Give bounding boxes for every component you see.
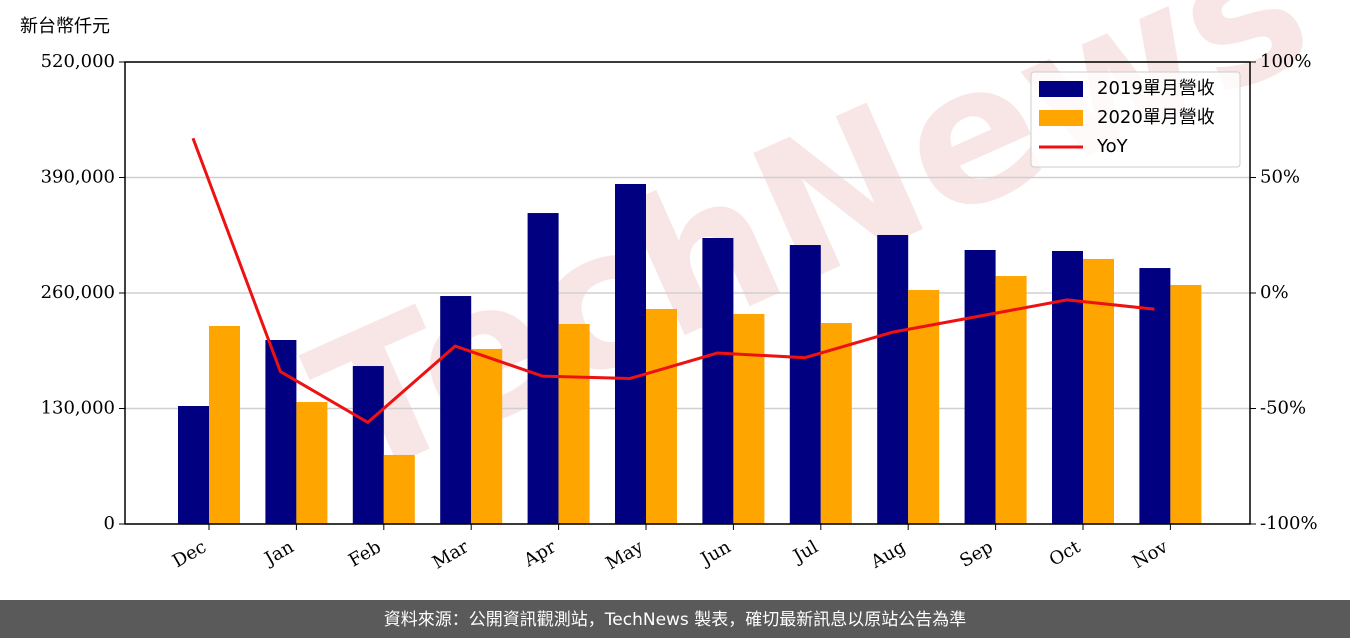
- footer-bar: [0, 600, 1350, 638]
- x-tick-label: Sep: [956, 536, 996, 571]
- y2-tick-label: 0%: [1260, 282, 1289, 303]
- bar: [789, 245, 821, 524]
- legend-box: [1030, 71, 1241, 168]
- legend-swatch: [1039, 110, 1083, 126]
- bar: [820, 323, 852, 524]
- x-tick-label: Dec: [169, 536, 210, 572]
- x-tick-label: Jul: [788, 536, 822, 568]
- bar: [383, 454, 415, 524]
- y2-tick-label: 100%: [1260, 51, 1311, 72]
- bar: [702, 238, 734, 525]
- y-tick-label: 390,000: [41, 167, 115, 188]
- y-tick-label: 260,000: [41, 282, 115, 303]
- x-tick-label: Jun: [696, 536, 735, 571]
- bar: [296, 402, 328, 524]
- y-tick-label: 520,000: [41, 51, 115, 72]
- bar: [209, 325, 240, 524]
- y-tick-label: 0: [104, 513, 115, 534]
- x-tick-label: Mar: [429, 536, 473, 573]
- legend-swatch: [1039, 81, 1083, 97]
- y-axis-label: 新台幣仟元: [20, 16, 110, 37]
- bar: [527, 213, 559, 525]
- bar: [352, 366, 384, 524]
- legend-label: 2019單月營收: [1097, 78, 1215, 99]
- y2-tick-label: -100%: [1260, 513, 1318, 534]
- bar: [615, 183, 646, 524]
- x-tick-label: Oct: [1046, 536, 1085, 571]
- bar: [1170, 285, 1202, 524]
- bar: [1139, 268, 1171, 524]
- bar: [733, 313, 765, 524]
- x-tick-label: Aug: [867, 536, 910, 573]
- bar: [471, 348, 503, 524]
- x-tick-label: Apr: [520, 536, 560, 571]
- y-tick-label: 130,000: [41, 398, 115, 419]
- bar: [877, 234, 909, 524]
- bar: [265, 339, 297, 524]
- bar: [1083, 258, 1114, 524]
- x-tick-label: Nov: [1129, 536, 1172, 573]
- footer: 資料來源：公開資訊觀測站，TechNews 製表，確切最新訊息以原站公告為準: [384, 610, 966, 630]
- line: [191, 137, 1155, 425]
- bar: [964, 249, 996, 524]
- plot-frame: [124, 61, 1251, 525]
- x-tick-label: Jan: [260, 536, 298, 570]
- bar: [995, 276, 1027, 524]
- x-tick-label: May: [602, 536, 647, 574]
- y2-tick-label: -50%: [1260, 398, 1306, 419]
- legend-label: YoY: [1096, 136, 1129, 157]
- y2-tick-label: 50%: [1260, 167, 1300, 188]
- bar: [1052, 250, 1083, 524]
- x-tick-label: Feb: [345, 536, 385, 571]
- bar: [558, 324, 590, 524]
- bar: [646, 308, 677, 524]
- bar: [178, 406, 209, 524]
- legend-label: 2020單月營收: [1097, 107, 1215, 128]
- bar: [440, 296, 472, 524]
